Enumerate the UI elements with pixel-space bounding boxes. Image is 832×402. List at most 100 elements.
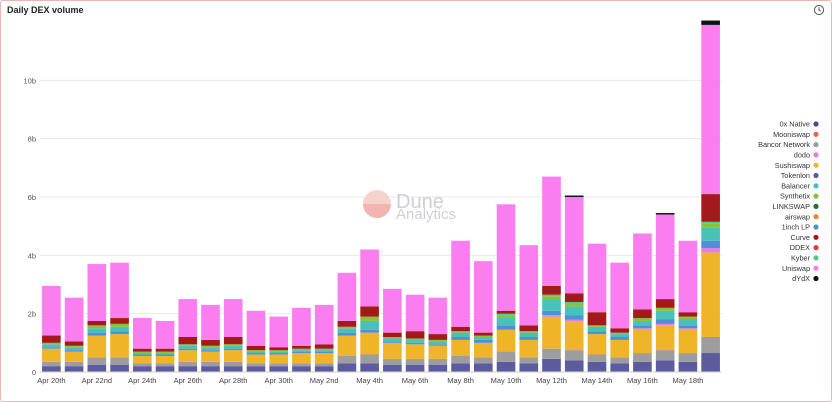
bar-segment[interactable] [383,341,402,343]
bar-segment[interactable] [496,351,516,362]
bar-segment[interactable] [292,307,311,346]
bar-segment[interactable] [314,366,334,372]
bar-segment[interactable] [610,332,630,335]
bar-segment[interactable] [337,326,357,329]
bar-segment[interactable] [633,309,652,319]
bar-segment[interactable] [633,325,652,329]
bar-segment[interactable] [633,353,652,362]
bar-segment[interactable] [655,213,675,215]
bar-stack[interactable] [473,261,493,372]
bar-segment[interactable] [473,357,493,364]
bar-segment[interactable] [360,316,379,321]
bar-segment[interactable] [110,326,129,332]
bar-segment[interactable] [564,319,584,321]
bar-stack[interactable] [132,318,152,372]
bar-segment[interactable] [587,243,607,313]
bar-segment[interactable] [428,345,448,359]
bar-segment[interactable] [87,320,107,326]
bar-segment[interactable] [564,303,584,307]
bar-segment[interactable] [314,350,334,352]
bar-segment[interactable] [337,332,357,336]
legend-item[interactable]: Synthetix [780,192,819,201]
bar-segment[interactable] [155,353,175,355]
bar-segment[interactable] [587,361,607,372]
bar-segment[interactable] [428,334,448,340]
bar-segment[interactable] [64,345,84,348]
bar-segment[interactable] [201,361,220,367]
bar-segment[interactable] [314,348,334,351]
bar-segment[interactable] [246,350,266,352]
bar-segment[interactable] [633,329,652,354]
bar-segment[interactable] [314,344,334,349]
bar-segment[interactable] [428,297,448,335]
bar-segment[interactable] [519,245,539,326]
bar-segment[interactable] [292,363,311,367]
bar-segment[interactable] [519,337,539,340]
bar-segment[interactable] [178,345,198,349]
bar-segment[interactable] [246,354,266,364]
bar-segment[interactable] [405,364,425,372]
bar-segment[interactable] [587,334,607,355]
bar-segment[interactable] [246,353,266,355]
bar-segment[interactable] [428,358,448,365]
bar-segment[interactable] [610,262,630,329]
bar-segment[interactable] [383,342,402,359]
bar-stack[interactable] [314,304,334,372]
bar-stack[interactable] [405,294,425,372]
bar-segment[interactable] [201,366,220,372]
bar-segment[interactable] [610,357,630,364]
bar-segment[interactable] [542,299,561,311]
bar-segment[interactable] [269,363,289,367]
bar-segment[interactable] [132,355,152,364]
bar-segment[interactable] [519,325,539,332]
bar-segment[interactable] [587,331,607,335]
bar-stack[interactable] [269,316,289,372]
bar-segment[interactable] [223,350,243,362]
bar-segment[interactable] [655,299,675,308]
bar-stack[interactable] [519,245,539,372]
legend-item[interactable]: LINKSWAP [773,202,819,211]
bar-segment[interactable] [42,348,61,362]
bar-segment[interactable] [655,319,675,324]
legend-item[interactable]: Kyber [791,254,819,263]
bar-segment[interactable] [473,261,493,333]
bar-segment[interactable] [473,339,493,343]
bar-segment[interactable] [360,249,379,307]
bar-segment[interactable] [314,353,334,364]
bar-segment[interactable] [451,331,470,333]
bar-segment[interactable] [655,214,675,300]
bar-segment[interactable] [701,221,720,224]
bar-segment[interactable] [42,347,61,349]
bar-segment[interactable] [132,351,152,354]
bar-segment[interactable] [496,204,516,311]
bar-segment[interactable] [201,304,220,340]
bar-segment[interactable] [405,294,425,332]
bar-segment[interactable] [246,351,266,354]
bar-segment[interactable] [542,176,561,286]
bar-segment[interactable] [132,318,152,349]
bar-segment[interactable] [655,360,675,372]
legend-item[interactable]: 1inch LP [782,223,819,232]
bar-stack[interactable] [678,240,698,372]
bar-segment[interactable] [383,337,402,339]
bar-segment[interactable] [564,197,584,294]
bar-segment[interactable] [155,354,175,356]
bar-segment[interactable] [701,20,720,25]
bar-segment[interactable] [87,364,107,372]
bar-segment[interactable] [564,350,584,361]
bar-segment[interactable] [178,299,198,337]
legend-item[interactable]: dodo [794,151,819,160]
bar-segment[interactable] [87,328,107,333]
bar-segment[interactable] [564,320,584,351]
bar-segment[interactable] [360,306,379,317]
bar-segment[interactable] [42,342,61,345]
bar-segment[interactable] [64,341,84,346]
bar-segment[interactable] [678,353,698,362]
bar-segment[interactable] [473,335,493,337]
bar-segment[interactable] [428,344,448,346]
bar-segment[interactable] [178,366,198,372]
bar-segment[interactable] [701,194,720,222]
bar-segment[interactable] [155,320,175,349]
bar-segment[interactable] [155,366,175,372]
bar-segment[interactable] [246,310,266,346]
